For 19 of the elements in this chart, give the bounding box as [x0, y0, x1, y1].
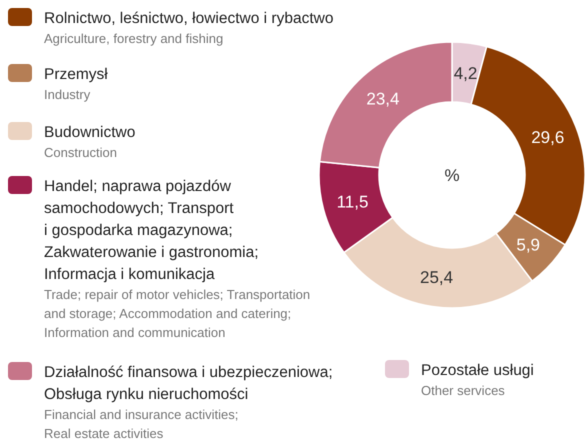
- text: Financial and insurance activities; Real estate activities: [44, 407, 238, 441]
- text: Agriculture, forestry and fishing: [44, 31, 224, 46]
- data-label: 29,6: [531, 128, 564, 148]
- legend-label: Przemysł: [44, 66, 108, 83]
- legend-label: Budownictwo: [44, 124, 136, 141]
- legend-label: Handel; naprawa pojazdów samochodowych; Transport i gospodarka magazynowa; Zakwaterowanie i gastronomia; Informacja i komunikacja: [44, 178, 259, 283]
- text: %: [444, 166, 460, 185]
- text: Industry: [44, 87, 91, 102]
- text: Trade; repair of motor vehicles; Transportation and storage; Accommodation and catering; Information and communication: [44, 287, 310, 340]
- data-label: 25,4: [420, 268, 454, 287]
- legend-label: Działalność finansowa i ubezpieczeniowa; Obsługa rynku nieruchomości: [44, 364, 333, 403]
- data-label: 23,4: [366, 90, 400, 109]
- data-label: 5,9: [516, 235, 540, 254]
- legend-label: Rolnictwo, leśnictwo, łowiectwo i rybactwo: [44, 10, 334, 27]
- text: Other services: [421, 383, 506, 398]
- data-label: 4,2: [454, 64, 478, 83]
- data-label: 11,5: [336, 192, 368, 212]
- legend-label: Pozostałe usługi: [421, 362, 534, 379]
- text: Construction: [44, 145, 117, 160]
